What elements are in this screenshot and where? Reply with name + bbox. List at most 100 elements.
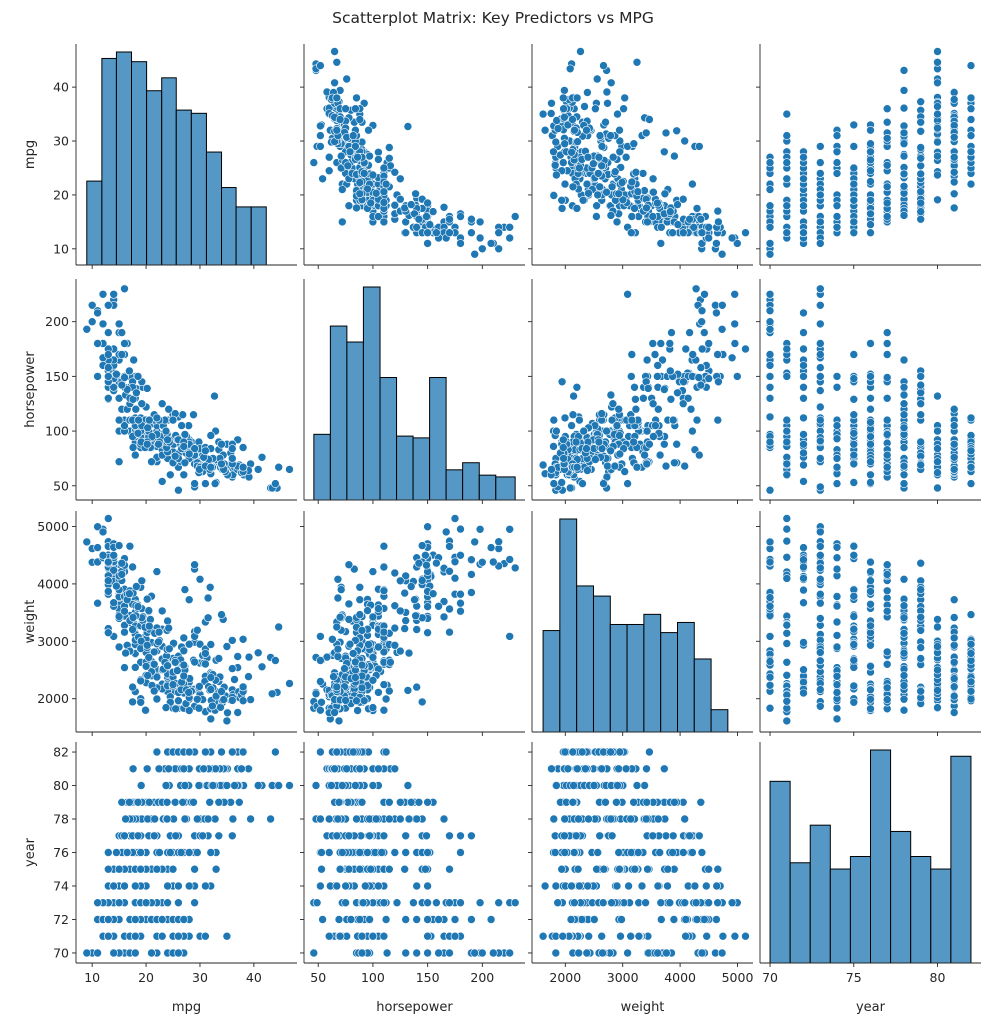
ytick-label-mpg: 30 bbox=[53, 134, 69, 149]
point-mpg-horsepower-379 bbox=[332, 93, 342, 103]
point-horsepower-weight-369 bbox=[591, 455, 600, 464]
point-year-mpg-298 bbox=[162, 797, 172, 807]
point-weight-year-334 bbox=[933, 665, 942, 675]
point-mpg-weight-321 bbox=[567, 148, 576, 157]
point-mpg-year-13 bbox=[765, 223, 775, 232]
point-horsepower-mpg-102 bbox=[93, 372, 102, 381]
point-horsepower-weight-53 bbox=[538, 460, 548, 470]
point-weight-year-47 bbox=[782, 628, 792, 638]
point-horsepower-year-200 bbox=[866, 432, 875, 441]
point-weight-horsepower-283 bbox=[401, 616, 411, 625]
point-mpg-year-116 bbox=[815, 142, 825, 151]
point-weight-mpg-389 bbox=[206, 673, 216, 682]
point-mpg-horsepower-227 bbox=[456, 212, 465, 221]
point-mpg-weight-343 bbox=[547, 99, 556, 108]
point-horsepower-weight-62 bbox=[697, 344, 707, 354]
point-horsepower-weight-278 bbox=[568, 410, 578, 420]
point-weight-horsepower-207 bbox=[355, 582, 365, 592]
point-weight-year-28 bbox=[765, 537, 775, 547]
point-mpg-year-295 bbox=[916, 161, 926, 171]
point-year-mpg-47 bbox=[131, 931, 140, 941]
point-mpg-year-245 bbox=[899, 86, 909, 95]
point-horsepower-year-12 bbox=[765, 372, 775, 381]
point-mpg-horsepower-380 bbox=[379, 163, 389, 173]
point-year-mpg-133 bbox=[131, 881, 140, 891]
point-horsepower-mpg-28 bbox=[82, 324, 92, 334]
point-mpg-horsepower-102 bbox=[423, 239, 432, 248]
point-year-horsepower-81 bbox=[365, 915, 374, 924]
point-year-horsepower-91 bbox=[432, 898, 441, 908]
point-year-weight-12 bbox=[662, 948, 671, 958]
point-mpg-weight-249 bbox=[660, 189, 670, 199]
point-mpg-horsepower-361 bbox=[352, 203, 361, 213]
point-weight-year-114 bbox=[815, 574, 825, 584]
point-year-horsepower-27 bbox=[488, 948, 498, 958]
point-horsepower-weight-28 bbox=[717, 324, 727, 334]
xtick-label-mpg: 30 bbox=[192, 970, 208, 985]
point-mpg-weight-381 bbox=[558, 93, 568, 103]
point-year-weight-104 bbox=[713, 898, 722, 908]
point-horsepower-mpg-188 bbox=[112, 369, 121, 379]
hist-bar-mpg-6 bbox=[175, 109, 192, 266]
point-mpg-weight-277 bbox=[560, 139, 570, 148]
point-horsepower-weight-41 bbox=[730, 339, 740, 348]
point-year-weight-209 bbox=[614, 848, 624, 857]
point-mpg-horsepower-387 bbox=[353, 152, 362, 162]
point-weight-year-103 bbox=[815, 527, 825, 537]
point-weight-mpg-329 bbox=[194, 703, 204, 713]
point-year-weight-349 bbox=[563, 764, 573, 774]
point-year-horsepower-168 bbox=[344, 864, 354, 874]
point-mpg-horsepower-297 bbox=[336, 151, 346, 161]
point-year-horsepower-78 bbox=[334, 915, 344, 924]
point-horsepower-mpg-390 bbox=[184, 449, 194, 459]
point-horsepower-year-286 bbox=[916, 388, 926, 398]
point-mpg-year-179 bbox=[849, 120, 859, 130]
point-mpg-weight-356 bbox=[597, 161, 607, 171]
point-mpg-weight-386 bbox=[594, 152, 604, 162]
point-year-mpg-301 bbox=[205, 797, 214, 807]
point-mpg-weight-286 bbox=[673, 200, 682, 209]
point-horsepower-weight-296 bbox=[648, 399, 658, 409]
point-mpg-year-331 bbox=[933, 170, 942, 180]
point-mpg-year-290 bbox=[916, 198, 926, 208]
point-mpg-horsepower-307 bbox=[342, 74, 352, 84]
panel-mpg-vs-year bbox=[756, 44, 981, 269]
hist-bar-weight-0 bbox=[542, 630, 561, 733]
point-weight-horsepower-321 bbox=[374, 688, 383, 697]
point-year-horsepower-40 bbox=[423, 931, 432, 941]
point-year-weight-46 bbox=[634, 931, 644, 941]
point-weight-mpg-313 bbox=[165, 644, 174, 654]
point-weight-year-354 bbox=[949, 674, 959, 683]
hist-bar-horsepower-7 bbox=[429, 377, 447, 501]
point-horsepower-year-194 bbox=[866, 470, 875, 480]
point-year-horsepower-237 bbox=[332, 831, 342, 841]
point-horsepower-mpg-91 bbox=[104, 363, 113, 372]
point-weight-year-189 bbox=[866, 567, 875, 576]
point-mpg-horsepower-108 bbox=[337, 185, 347, 194]
point-year-mpg-113 bbox=[174, 898, 183, 908]
point-year-horsepower-261 bbox=[439, 814, 449, 824]
point-horsepower-mpg-101 bbox=[174, 485, 183, 495]
point-horsepower-weight-286 bbox=[673, 388, 682, 398]
hist-bar-horsepower-4 bbox=[379, 377, 398, 501]
point-weight-year-213 bbox=[866, 587, 875, 596]
point-year-horsepower-241 bbox=[379, 831, 389, 841]
point-horsepower-weight-288 bbox=[696, 380, 706, 390]
point-mpg-horsepower-376 bbox=[335, 115, 345, 124]
point-horsepower-weight-380 bbox=[575, 415, 584, 425]
point-mpg-horsepower-368 bbox=[359, 169, 369, 178]
point-mpg-weight-214 bbox=[661, 128, 671, 138]
point-mpg-weight-340 bbox=[583, 88, 592, 97]
point-weight-year-211 bbox=[866, 557, 875, 567]
point-mpg-year-122 bbox=[815, 190, 825, 200]
hist-bar-horsepower-1 bbox=[329, 325, 348, 501]
point-mpg-weight-287 bbox=[665, 207, 675, 216]
point-mpg-horsepower-330 bbox=[403, 122, 413, 131]
point-horsepower-year-55 bbox=[782, 459, 792, 469]
point-year-horsepower-115 bbox=[510, 898, 520, 908]
point-horsepower-year-333 bbox=[933, 457, 942, 467]
point-year-mpg-304 bbox=[189, 797, 198, 807]
point-mpg-weight-306 bbox=[601, 117, 610, 127]
point-horsepower-mpg-357 bbox=[164, 404, 173, 414]
point-weight-year-391 bbox=[966, 649, 976, 658]
